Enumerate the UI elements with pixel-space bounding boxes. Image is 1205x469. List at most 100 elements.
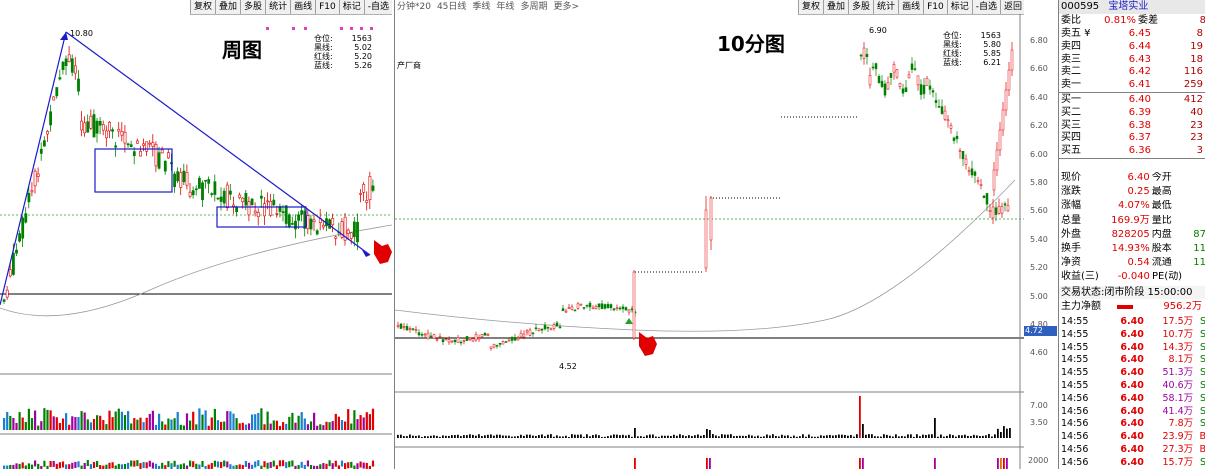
toolbar-button[interactable]: 复权 [798,0,823,14]
tab-ma45[interactable]: 45日线 [436,2,467,12]
tick-row[interactable]: 14:55 6.40 8.1万 S [1059,354,1205,367]
toolbar-button[interactable]: 统计 [873,0,898,14]
toolbar-button[interactable]: 画线 [898,0,923,14]
ask-row: 卖一 6.41 259 [1059,79,1205,92]
candle-body [64,58,68,67]
tab-season[interactable]: 季线 [472,2,491,12]
candle-body [101,124,105,131]
volume-bar [490,434,492,438]
indicator-bar [15,463,18,469]
candle-body [886,82,890,90]
back-button[interactable]: 返回 [999,0,1025,14]
indicator-bar [37,463,40,469]
indicator-bar [282,460,285,467]
minute-kline-canvas[interactable] [395,0,1025,469]
candle-body [132,151,136,156]
tick-row[interactable]: 14:56 6.40 7.8万 S [1059,418,1205,431]
volume-bar [424,436,426,438]
volume-bar [415,435,417,438]
volume-bar [763,436,765,438]
candle-body [1006,205,1010,212]
volume-bar [207,425,210,430]
stat-row: 涨跌 0.25 最高 [1059,186,1205,199]
volume-bar [796,436,798,438]
tick-row[interactable]: 14:56 6.40 15.7万 S [1059,457,1205,469]
stat-value [1189,215,1205,228]
toolbar-button[interactable]: 画线 [290,0,315,14]
tick-row[interactable]: 14:56 6.40 58.1万 S [1059,393,1205,406]
candle-body [540,328,544,331]
candle-body [204,179,208,182]
volume-bar [544,436,546,438]
candle-body [904,87,908,93]
tick-row[interactable]: 14:55 6.40 40.6万 S [1059,380,1205,393]
volume-bar [754,436,756,438]
tick-row[interactable]: 14:55 6.40 10.7万 S [1059,329,1205,342]
candle-body [219,196,223,202]
candle-body [537,328,541,332]
tick-row[interactable]: 14:55 6.40 14.3万 S [1059,342,1205,355]
candle-body [368,176,372,201]
tick-row[interactable]: 14:55 6.40 17.5万 S [1059,316,1205,329]
toolbar-button[interactable]: -自选 [363,0,392,14]
volume-bar [556,435,558,438]
toolbar-button[interactable]: 多股 [848,0,873,14]
volume-bar [266,411,269,430]
toolbar-button[interactable]: 多股 [240,0,265,14]
weekly-kline-canvas[interactable] [0,0,392,469]
volume-bar [835,435,837,438]
axis-tick-label: 6.60 [1030,64,1048,74]
stat-label: 今开 [1151,172,1172,183]
indicator-bar [49,461,52,468]
toolbar-button[interactable]: 复权 [190,0,215,14]
volume-bar [694,435,696,438]
toolbar-button[interactable]: 标记 [338,0,364,14]
toolbar-button[interactable]: 叠加 [823,0,848,14]
tab-minute[interactable]: 分钟*20 [397,2,431,12]
volume-bar [949,434,951,438]
tab-multi[interactable]: 多周期 [520,2,548,12]
volume-bar [448,435,450,438]
indicator-bar [27,463,30,469]
tick-row[interactable]: 14:56 6.40 23.9万 B [1059,431,1205,444]
indicator-bar [139,463,142,469]
indicator-bar [130,460,133,467]
candle-body [349,232,353,239]
stat-value: 6.40 [1127,172,1150,183]
toolbar-button[interactable]: 标记 [946,0,972,14]
volume-bar [192,411,195,430]
tab-more[interactable]: 更多> [553,2,579,12]
weekly-chart-panel[interactable]: 复权 叠加 多股 统计 画线 F10 标记 -自选 周图 10.80 仓位: 15… [0,0,392,469]
candle-body [943,110,947,120]
volume-bar [826,435,828,438]
volume-bar [979,436,981,438]
bid-label: 买三 [1061,119,1081,131]
indicator-bar [111,462,114,469]
tick-volume: 7.8万 [1168,418,1194,430]
tick-row[interactable]: 14:56 6.40 27.3万 B [1059,444,1205,457]
indicator-bar [309,464,313,469]
minute-chart-panel[interactable]: 分钟*20 45日线 季线 年线 多周期 更多> 复权 叠加 多股 统计 画线 … [394,0,1025,469]
indicator-bar [61,461,65,468]
toolbar-button[interactable]: -自选 [971,0,1000,14]
volume-bar [1003,426,1005,438]
indicator-bar [145,462,148,469]
toolbar-button[interactable]: 统计 [265,0,290,14]
volume-bar [347,409,350,430]
tab-year[interactable]: 年线 [496,2,515,12]
candle-body [480,334,484,338]
toolbar-button[interactable]: F10 [923,0,947,14]
tick-price: 6.40 [1120,431,1144,443]
candle-body [86,121,90,133]
axis-tick-label: 4.80 [1030,320,1048,329]
indicator-bar [30,464,34,469]
volume-bar [994,434,996,438]
tick-row[interactable]: 14:55 6.40 51.3万 S [1059,367,1205,380]
tick-side: B [1193,431,1205,444]
toolbar-button[interactable]: F10 [315,0,339,14]
volume-bar [871,434,873,438]
toolbar-button[interactable]: 叠加 [215,0,240,14]
tick-row[interactable]: 14:56 6.40 41.4万 S [1059,406,1205,419]
minute-legend: 仓位: 1563 黑线: 5.80 红线: 5.85 蓝线: 6.21 [943,31,1001,67]
weibi-label: 委比 [1061,15,1081,26]
